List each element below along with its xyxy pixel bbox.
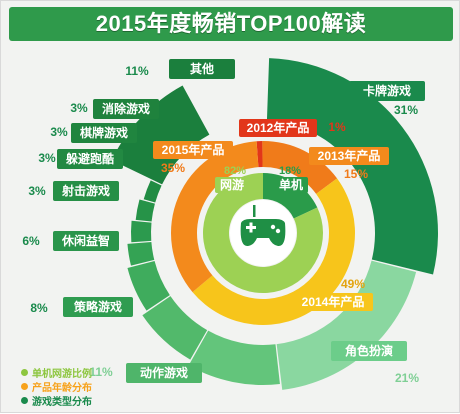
gamepad-button-a — [270, 224, 276, 230]
outer-pct-1: 21% — [395, 371, 419, 385]
middle-pct-0: 1% — [328, 120, 346, 134]
outer-label-5-tag — [53, 181, 119, 201]
outer-slice-8 — [143, 180, 162, 203]
middle-slice-0 — [256, 141, 263, 168]
inner-label-1-tag — [215, 177, 249, 193]
middle-label-0: 2012年产品 — [247, 120, 310, 135]
inner-label-0: 单机 — [279, 177, 303, 192]
legend-dot — [21, 397, 28, 404]
page-title: 2015年度畅销TOP100解读 — [95, 11, 367, 36]
middle-label-2: 2014年产品 — [302, 294, 365, 309]
outer-label-4: 休闲益智 — [61, 233, 110, 248]
outer-pct-0: 31% — [394, 103, 418, 117]
outer-label-5: 射击游戏 — [61, 183, 110, 198]
outer-pct-2: 11% — [89, 365, 113, 379]
outer-label-6-tag — [57, 149, 123, 169]
outer-label-3: 策略游戏 — [74, 299, 122, 314]
inner-label-0-tag — [274, 177, 308, 193]
outer-slice-7 — [135, 199, 155, 222]
outer-label-3-tag — [63, 297, 133, 317]
outer-slice-0 — [266, 58, 438, 275]
outer-pct-5: 3% — [28, 184, 46, 198]
middle-label-0-tag — [239, 119, 317, 137]
outer-slice-2 — [188, 330, 280, 386]
inner-pct-0: 18% — [279, 165, 301, 177]
middle-slice-2 — [192, 178, 356, 326]
middle-label-1: 2013年产品 — [318, 148, 381, 163]
middle-slice-1 — [262, 141, 338, 194]
middle-pct-1: 15% — [344, 167, 368, 181]
outer-label-2: 动作游戏 — [140, 365, 188, 380]
outer-label-1: 角色扮演 — [345, 343, 393, 358]
outer-pct-9: 11% — [125, 64, 149, 78]
legend-dot — [21, 383, 28, 390]
outer-label-2-tag — [126, 363, 202, 383]
outer-pct-3: 8% — [30, 301, 48, 315]
outer-slice-6 — [130, 220, 152, 243]
outer-label-7: 棋牌游戏 — [80, 125, 128, 140]
outer-slice-4 — [127, 261, 170, 311]
gamepad-cable — [253, 205, 256, 217]
legend-label: 产品年龄分布 — [32, 383, 92, 394]
outer-pct-6: 3% — [38, 151, 56, 165]
inner-label-1: 网游 — [220, 177, 244, 192]
outer-label-0-tag — [349, 81, 425, 101]
outer-slice-5 — [127, 241, 155, 266]
outer-label-9-tag — [169, 59, 235, 79]
legend-dot — [21, 369, 28, 376]
title-banner: 2015年度畅销TOP100解读 2015年度畅销TOP100解读 — [9, 7, 453, 41]
outer-pct-7: 3% — [50, 125, 68, 139]
outer-label-1-tag — [331, 341, 407, 361]
outer-pct-8: 3% — [70, 101, 88, 115]
gamepad-button-b — [275, 228, 281, 234]
legend-label: 游戏类型分布 — [32, 397, 92, 408]
outer-label-0: 卡牌游戏 — [363, 83, 411, 98]
outer-label-8: 消除游戏 — [102, 101, 150, 116]
outer-label-6: 躲避跑酷 — [66, 151, 114, 166]
outer-label-7-tag — [71, 123, 137, 143]
legend-label: 单机网游比例 — [32, 369, 92, 380]
middle-pct-2: 49% — [341, 277, 365, 291]
legend-item-game-type: 游戏类型分布 — [21, 393, 92, 408]
middle-label-3: 2015年产品 — [162, 142, 225, 157]
legend-item-online-offline: 单机网游比例 — [21, 365, 92, 380]
outer-label-4-tag — [53, 231, 119, 251]
middle-label-1-tag — [309, 147, 389, 165]
outer-slice-3 — [142, 296, 208, 360]
middle-slice-3 — [170, 141, 259, 293]
outer-slice-9 — [111, 85, 210, 185]
outer-label-9: 其他 — [190, 61, 214, 76]
title-shadow: 2015年度畅销TOP100解读 — [95, 12, 367, 37]
gamepad-dpad-v — [249, 222, 253, 233]
outer-label-8-tag — [93, 99, 159, 119]
inner-pct-1: 82% — [224, 165, 246, 177]
middle-label-2-tag — [293, 293, 373, 311]
outer-pct-4: 6% — [22, 234, 40, 248]
middle-pct-3: 35% — [161, 161, 185, 175]
outer-slice-1 — [276, 260, 417, 390]
inner-slice-1 — [203, 173, 323, 293]
middle-label-3-tag — [153, 141, 233, 159]
legend-item-product-age: 产品年龄分布 — [21, 379, 92, 394]
